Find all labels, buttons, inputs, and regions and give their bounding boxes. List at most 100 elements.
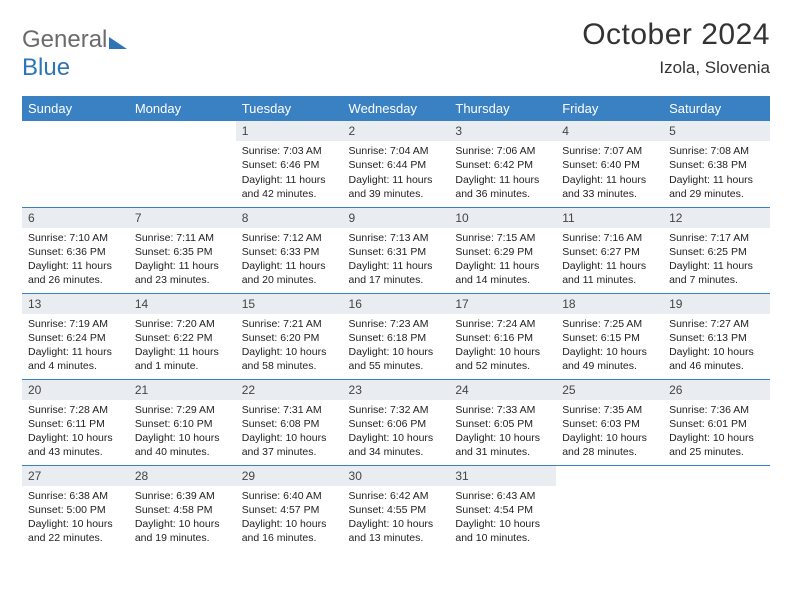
calendar-week-row: 27Sunrise: 6:38 AMSunset: 5:00 PMDayligh… [22, 465, 770, 551]
sunrise-text: Sunrise: 7:21 AM [242, 317, 337, 331]
sunset-text: Sunset: 6:36 PM [28, 245, 123, 259]
day-details: Sunrise: 7:33 AMSunset: 6:05 PMDaylight:… [449, 400, 556, 462]
daylight-text-1: Daylight: 11 hours [135, 345, 230, 359]
day-number: 23 [343, 380, 450, 400]
brand-part2: Blue [22, 54, 70, 81]
calendar-day-cell: 9Sunrise: 7:13 AMSunset: 6:31 PMDaylight… [343, 207, 450, 293]
sunset-text: Sunset: 4:58 PM [135, 503, 230, 517]
day-details: Sunrise: 7:15 AMSunset: 6:29 PMDaylight:… [449, 228, 556, 290]
day-number: 21 [129, 380, 236, 400]
daylight-text-1: Daylight: 11 hours [135, 259, 230, 273]
sunset-text: Sunset: 4:54 PM [455, 503, 550, 517]
calendar-day-cell: . [556, 465, 663, 551]
day-details: Sunrise: 7:12 AMSunset: 6:33 PMDaylight:… [236, 228, 343, 290]
calendar-day-cell: 24Sunrise: 7:33 AMSunset: 6:05 PMDayligh… [449, 379, 556, 465]
location-subtitle: Izola, Slovenia [582, 58, 770, 78]
day-details: Sunrise: 7:32 AMSunset: 6:06 PMDaylight:… [343, 400, 450, 462]
calendar-day-cell: 27Sunrise: 6:38 AMSunset: 5:00 PMDayligh… [22, 465, 129, 551]
daylight-text-1: Daylight: 11 hours [28, 259, 123, 273]
calendar-day-cell: 29Sunrise: 6:40 AMSunset: 4:57 PMDayligh… [236, 465, 343, 551]
daylight-text-2: and 11 minutes. [562, 273, 657, 287]
day-details: Sunrise: 7:24 AMSunset: 6:16 PMDaylight:… [449, 314, 556, 376]
calendar-day-cell: 20Sunrise: 7:28 AMSunset: 6:11 PMDayligh… [22, 379, 129, 465]
day-details: Sunrise: 7:25 AMSunset: 6:15 PMDaylight:… [556, 314, 663, 376]
sunrise-text: Sunrise: 7:11 AM [135, 231, 230, 245]
day-details: Sunrise: 7:36 AMSunset: 6:01 PMDaylight:… [663, 400, 770, 462]
day-number: 17 [449, 294, 556, 314]
day-details: Sunrise: 7:20 AMSunset: 6:22 PMDaylight:… [129, 314, 236, 376]
sunset-text: Sunset: 6:27 PM [562, 245, 657, 259]
daylight-text-2: and 7 minutes. [669, 273, 764, 287]
day-details: Sunrise: 7:17 AMSunset: 6:25 PMDaylight:… [663, 228, 770, 290]
day-details: Sunrise: 6:39 AMSunset: 4:58 PMDaylight:… [129, 486, 236, 548]
calendar-day-cell: 16Sunrise: 7:23 AMSunset: 6:18 PMDayligh… [343, 293, 450, 379]
calendar-header-row: SundayMondayTuesdayWednesdayThursdayFrid… [22, 96, 770, 121]
calendar-day-cell: . [22, 121, 129, 207]
day-details: Sunrise: 7:16 AMSunset: 6:27 PMDaylight:… [556, 228, 663, 290]
calendar-day-cell: 7Sunrise: 7:11 AMSunset: 6:35 PMDaylight… [129, 207, 236, 293]
calendar-day-cell: 8Sunrise: 7:12 AMSunset: 6:33 PMDaylight… [236, 207, 343, 293]
day-number: 1 [236, 121, 343, 141]
calendar-day-cell: 15Sunrise: 7:21 AMSunset: 6:20 PMDayligh… [236, 293, 343, 379]
day-details: Sunrise: 7:07 AMSunset: 6:40 PMDaylight:… [556, 141, 663, 203]
daylight-text-2: and 55 minutes. [349, 359, 444, 373]
sunrise-text: Sunrise: 7:12 AM [242, 231, 337, 245]
sunrise-text: Sunrise: 6:38 AM [28, 489, 123, 503]
day-details: Sunrise: 7:19 AMSunset: 6:24 PMDaylight:… [22, 314, 129, 376]
day-details: Sunrise: 7:06 AMSunset: 6:42 PMDaylight:… [449, 141, 556, 203]
weekday-header: Sunday [22, 96, 129, 121]
sunset-text: Sunset: 6:18 PM [349, 331, 444, 345]
daylight-text-1: Daylight: 10 hours [669, 431, 764, 445]
sunrise-text: Sunrise: 7:03 AM [242, 144, 337, 158]
calendar-day-cell: 12Sunrise: 7:17 AMSunset: 6:25 PMDayligh… [663, 207, 770, 293]
sunset-text: Sunset: 6:20 PM [242, 331, 337, 345]
sunrise-text: Sunrise: 7:28 AM [28, 403, 123, 417]
weekday-header: Friday [556, 96, 663, 121]
day-details: Sunrise: 7:11 AMSunset: 6:35 PMDaylight:… [129, 228, 236, 290]
weekday-header: Monday [129, 96, 236, 121]
day-details: Sunrise: 7:10 AMSunset: 6:36 PMDaylight:… [22, 228, 129, 290]
daylight-text-1: Daylight: 10 hours [242, 517, 337, 531]
daylight-text-1: Daylight: 10 hours [349, 345, 444, 359]
sunset-text: Sunset: 6:13 PM [669, 331, 764, 345]
daylight-text-1: Daylight: 11 hours [28, 345, 123, 359]
daylight-text-1: Daylight: 11 hours [349, 259, 444, 273]
calendar-day-cell: 1Sunrise: 7:03 AMSunset: 6:46 PMDaylight… [236, 121, 343, 207]
sunset-text: Sunset: 6:29 PM [455, 245, 550, 259]
day-number: 20 [22, 380, 129, 400]
calendar-table: SundayMondayTuesdayWednesdayThursdayFrid… [22, 96, 770, 551]
daylight-text-1: Daylight: 10 hours [562, 345, 657, 359]
day-details: Sunrise: 6:38 AMSunset: 5:00 PMDaylight:… [22, 486, 129, 548]
calendar-day-cell: 31Sunrise: 6:43 AMSunset: 4:54 PMDayligh… [449, 465, 556, 551]
calendar-day-cell: 13Sunrise: 7:19 AMSunset: 6:24 PMDayligh… [22, 293, 129, 379]
day-details: Sunrise: 7:31 AMSunset: 6:08 PMDaylight:… [236, 400, 343, 462]
daylight-text-2: and 19 minutes. [135, 531, 230, 545]
calendar-week-row: 6Sunrise: 7:10 AMSunset: 6:36 PMDaylight… [22, 207, 770, 293]
sunset-text: Sunset: 6:03 PM [562, 417, 657, 431]
sunset-text: Sunset: 6:31 PM [349, 245, 444, 259]
sunrise-text: Sunrise: 7:15 AM [455, 231, 550, 245]
sunset-text: Sunset: 6:06 PM [349, 417, 444, 431]
day-number: 22 [236, 380, 343, 400]
day-number: 12 [663, 208, 770, 228]
day-number: 11 [556, 208, 663, 228]
calendar-day-cell: . [663, 465, 770, 551]
sunrise-text: Sunrise: 7:19 AM [28, 317, 123, 331]
sunset-text: Sunset: 4:57 PM [242, 503, 337, 517]
daylight-text-1: Daylight: 11 hours [562, 173, 657, 187]
daylight-text-2: and 1 minute. [135, 359, 230, 373]
calendar-day-cell: 5Sunrise: 7:08 AMSunset: 6:38 PMDaylight… [663, 121, 770, 207]
calendar-day-cell: 11Sunrise: 7:16 AMSunset: 6:27 PMDayligh… [556, 207, 663, 293]
calendar-day-cell: 14Sunrise: 7:20 AMSunset: 6:22 PMDayligh… [129, 293, 236, 379]
daylight-text-2: and 46 minutes. [669, 359, 764, 373]
day-number: 27 [22, 466, 129, 486]
daylight-text-2: and 29 minutes. [669, 187, 764, 201]
sunset-text: Sunset: 6:15 PM [562, 331, 657, 345]
calendar-day-cell: 17Sunrise: 7:24 AMSunset: 6:16 PMDayligh… [449, 293, 556, 379]
daylight-text-2: and 22 minutes. [28, 531, 123, 545]
daylight-text-1: Daylight: 10 hours [455, 345, 550, 359]
day-details: Sunrise: 7:23 AMSunset: 6:18 PMDaylight:… [343, 314, 450, 376]
daylight-text-1: Daylight: 10 hours [349, 517, 444, 531]
daylight-text-2: and 23 minutes. [135, 273, 230, 287]
brand-text: GeneralBlue [22, 26, 127, 82]
